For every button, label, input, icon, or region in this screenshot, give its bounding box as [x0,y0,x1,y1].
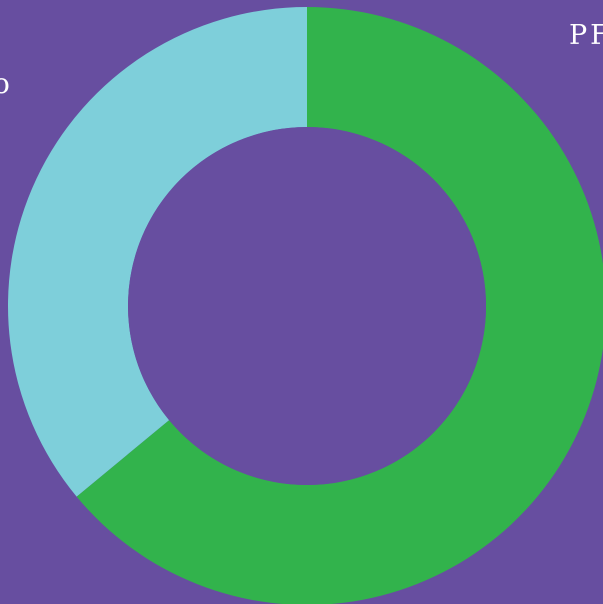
donut-slice-1 [76,7,603,604]
donut-slice-2 [7,7,307,497]
corner-label-text: PF [569,20,603,51]
slices-group [7,7,603,604]
left-edge-glyph: o [0,67,10,100]
donut-hole [128,127,486,485]
